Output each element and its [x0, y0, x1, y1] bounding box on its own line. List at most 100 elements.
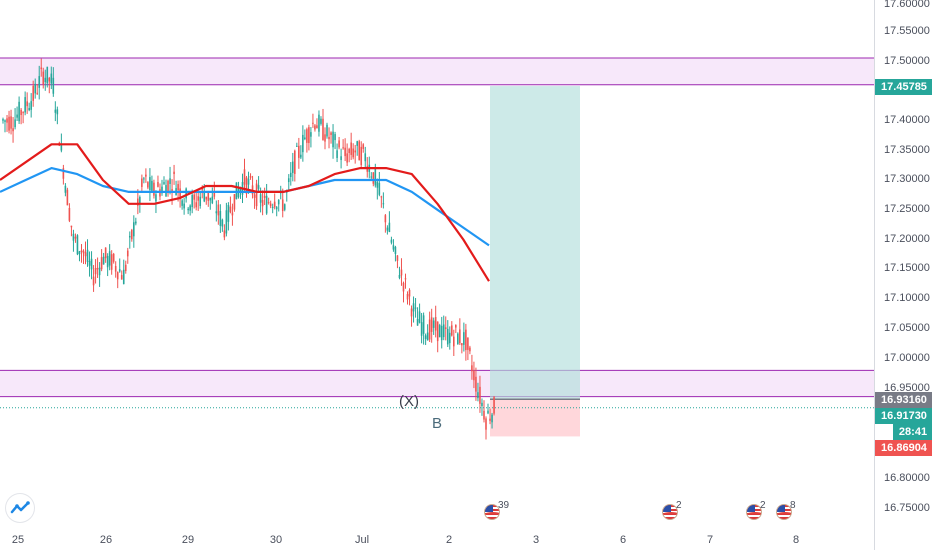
candle-body: [10, 116, 12, 129]
candle-body: [120, 275, 123, 280]
candle-body: [408, 289, 411, 297]
candle-body: [205, 196, 208, 200]
candle-body: [396, 255, 399, 261]
wave-label-x: (X): [399, 393, 419, 410]
tradingview-logo[interactable]: [6, 494, 34, 522]
price-tick: 17.10000: [884, 292, 930, 304]
candle-body: [187, 208, 189, 211]
candle-body: [420, 322, 423, 336]
us-flag-icon: [662, 504, 678, 520]
candle-body: [287, 178, 290, 183]
candle-body: [304, 137, 306, 140]
moving-average-fast-line: [0, 143, 490, 282]
candle-body: [233, 194, 236, 210]
candle-body: [161, 186, 163, 194]
candle-body: [402, 282, 405, 292]
candle-body: [336, 150, 338, 158]
chart-pane[interactable]: (X) B 25 26 29 30 Jul 2 3 6 7 8 39 2 2 8: [0, 0, 874, 550]
candle-body: [444, 327, 447, 330]
candle-body: [320, 118, 322, 124]
candle-body: [104, 247, 107, 259]
candle-body: [436, 321, 439, 342]
candle-body: [312, 122, 314, 124]
candle-body: [181, 200, 183, 206]
candle-body: [380, 196, 383, 198]
candle-body: [461, 343, 463, 346]
candle-body: [56, 109, 59, 115]
candle-body: [34, 83, 36, 94]
economic-event-badge[interactable]: 2: [746, 500, 772, 524]
candle-body: [52, 77, 55, 94]
candle-body: [24, 97, 26, 113]
candle-body: [74, 236, 77, 239]
candle-body: [64, 185, 67, 193]
candle-body: [100, 257, 103, 270]
candle-body: [424, 335, 427, 339]
candle-body: [392, 245, 395, 250]
wave-label-b: B: [432, 415, 443, 432]
position-profit-zone: [490, 86, 580, 400]
candle-body: [131, 229, 133, 240]
time-label-25: 25: [11, 534, 25, 546]
economic-event-badge[interactable]: 2: [662, 500, 688, 524]
candle-body: [38, 76, 41, 88]
candle-body: [98, 267, 101, 276]
candle-body: [289, 172, 292, 178]
candle-body: [416, 319, 419, 326]
candle-body: [475, 376, 477, 392]
candle-body: [50, 73, 53, 84]
candle-body: [189, 205, 191, 211]
candle-body: [128, 235, 131, 238]
candle-body: [479, 386, 481, 404]
candle-body: [94, 268, 97, 275]
candle-body: [459, 329, 461, 344]
candle-body: [356, 141, 358, 146]
candle-body: [277, 199, 280, 205]
candle-body: [426, 332, 429, 341]
candle-body: [483, 410, 485, 420]
economic-event-badge[interactable]: 39: [484, 500, 510, 524]
candle-body: [185, 188, 187, 199]
candle-body: [227, 205, 230, 222]
candle-body: [153, 182, 155, 196]
candle-body: [440, 325, 443, 341]
event-count: 2: [676, 500, 682, 511]
candle-body: [348, 148, 350, 153]
candle-body: [432, 320, 435, 328]
resistance-zone: [0, 58, 874, 85]
candle-body: [18, 101, 20, 122]
candle-body: [267, 202, 270, 204]
candle-body: [471, 365, 473, 372]
candle-body: [110, 254, 113, 270]
candle-body: [8, 116, 10, 131]
us-flag-icon: [746, 504, 762, 520]
candle-body: [473, 370, 475, 381]
candle-body: [46, 66, 49, 84]
candle-body: [86, 249, 89, 262]
candle-body: [72, 233, 75, 241]
candle-body: [446, 328, 449, 345]
candle-body: [20, 109, 22, 116]
economic-event-badge[interactable]: 8: [776, 500, 802, 524]
price-tick: 16.95000: [884, 382, 930, 394]
candle-body: [219, 211, 222, 226]
candle-body: [147, 182, 149, 188]
candle-body: [179, 188, 181, 200]
candle-body: [231, 212, 234, 216]
candle-body: [145, 174, 147, 177]
price-chart[interactable]: [0, 0, 874, 550]
price-axis[interactable]: 17.60000 17.55000 17.50000 17.40000 17.3…: [874, 0, 932, 550]
price-tick: 17.50000: [884, 55, 930, 67]
candle-body: [489, 418, 491, 421]
candle-body: [324, 134, 326, 142]
candle-body: [422, 315, 425, 334]
entry-price-tag: 16.93160: [875, 392, 932, 408]
candle-body: [384, 215, 387, 223]
candle-body: [358, 141, 361, 161]
candle-body: [102, 256, 105, 265]
candle-body: [465, 329, 467, 351]
candle-body: [249, 175, 252, 178]
candle-body: [467, 337, 469, 350]
event-count: 39: [498, 500, 510, 511]
candle-body: [40, 67, 43, 70]
